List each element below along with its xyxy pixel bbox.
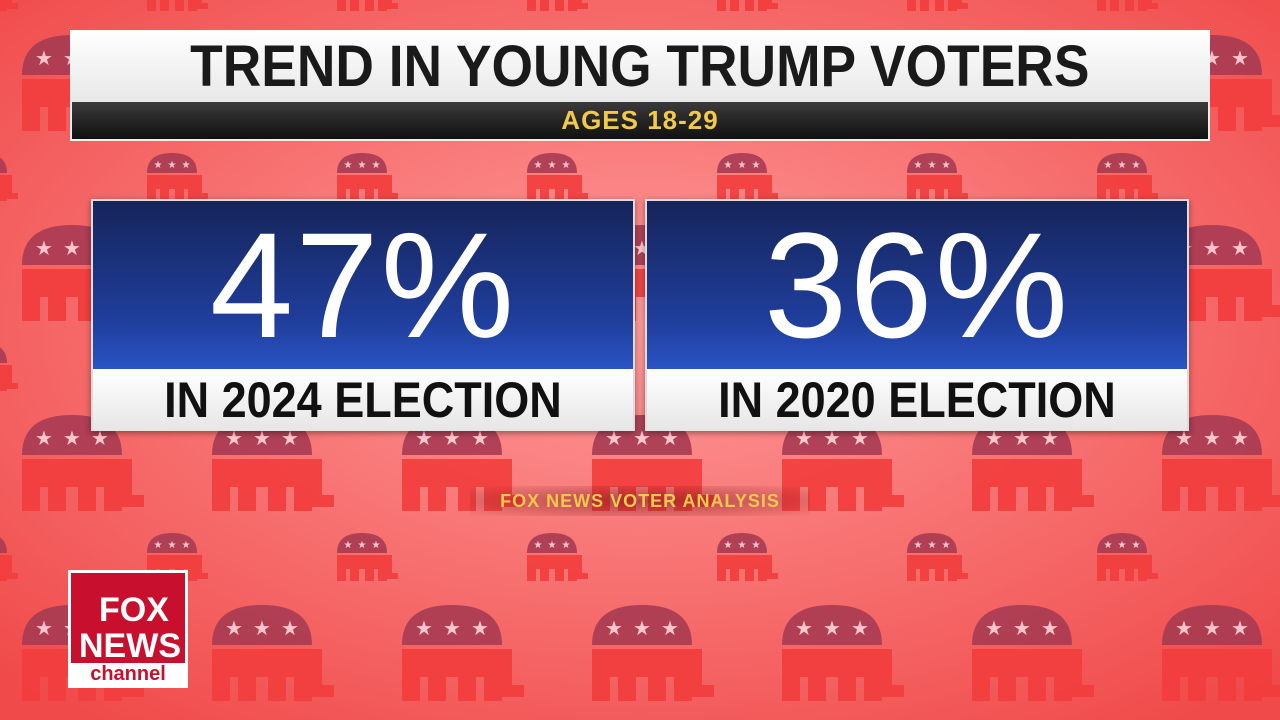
logo-line: FOX: [99, 591, 169, 629]
logo-line: NEWS: [79, 627, 181, 665]
stat-label: IN 2020 ELECTION: [718, 372, 1116, 428]
source: FOX NEWS VOTER ANALYSIS: [500, 490, 780, 511]
logo-line: channel: [71, 663, 185, 685]
stat-label: IN 2024 ELECTION: [164, 372, 562, 428]
channel-logo: FOX NEWS channel: [68, 570, 188, 688]
stat-card: 47% IN 2024 ELECTION: [91, 199, 635, 431]
subtitle-bar: AGES 18-29: [70, 102, 1210, 141]
stat-value: 36%: [763, 200, 1071, 369]
stat-value: 47%: [209, 200, 517, 369]
source-box: FOX NEWS VOTER ANALYSIS: [470, 486, 810, 516]
title-box: TREND IN YOUNG TRUMP VOTERS: [70, 30, 1210, 102]
title: TREND IN YOUNG TRUMP VOTERS: [190, 33, 1090, 99]
stat-card: 36% IN 2020 ELECTION: [645, 199, 1189, 431]
subtitle: AGES 18-29: [561, 105, 719, 135]
